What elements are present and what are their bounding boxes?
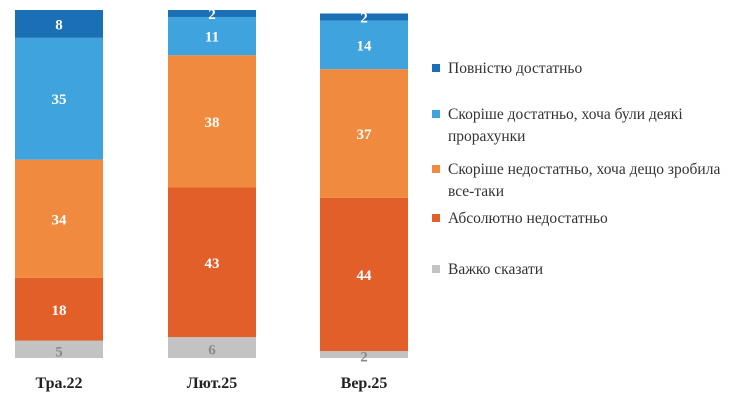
data-label-тра-22-s3: 18 bbox=[52, 303, 67, 319]
bar-segment-лют-25-s0 bbox=[168, 10, 256, 17]
bar-segment-тра-22-s3 bbox=[15, 277, 103, 341]
legend-swatch-rather-insufficient bbox=[432, 165, 440, 173]
data-label-вер-25-s1: 14 bbox=[357, 38, 373, 54]
bar-segment-тра-22-s0 bbox=[15, 10, 103, 38]
bar-segment-тра-22-s4 bbox=[15, 340, 103, 358]
legend-item-fully-sufficient: Повністю достатньо bbox=[432, 58, 728, 80]
data-label-тра-22-s1: 35 bbox=[52, 92, 67, 108]
data-label-лют-25-s1: 11 bbox=[205, 30, 219, 46]
legend-swatch-fully-sufficient bbox=[432, 64, 440, 72]
category-labels-group: Тра.22 Лют.25 Вер.25 bbox=[36, 375, 388, 392]
data-label-лют-25-s2: 38 bbox=[205, 115, 220, 131]
bar-segment-лют-25-s1 bbox=[168, 16, 256, 56]
bar-segment-тра-22-s1 bbox=[15, 37, 103, 160]
legend-label-absolutely-insufficient: Абсолютно недостатньо bbox=[448, 210, 608, 227]
legend-label-rather-sufficient: Скоріше достатньо, хоча були деякі прора… bbox=[448, 106, 683, 145]
bar-segment-лют-25-s3 bbox=[168, 187, 256, 338]
data-label-вер-25-s2: 37 bbox=[357, 127, 373, 143]
bar-segment-вер-25-s1 bbox=[320, 20, 408, 70]
legend-item-rather-insufficient: Скоріше недостатньо, хоча дещо зробила в… bbox=[432, 159, 728, 203]
bar-segment-вер-25-s2 bbox=[320, 69, 408, 198]
category-label-тра-22: Тра.22 bbox=[36, 375, 83, 392]
category-label-лют-25: Лют.25 bbox=[187, 375, 238, 392]
legend-item-absolutely-insufficient: Абсолютно недостатньо bbox=[432, 208, 728, 230]
data-label-вер-25-s3: 44 bbox=[357, 268, 373, 284]
data-label-вер-25-s4: 2 bbox=[360, 350, 368, 366]
bar-segment-лют-25-s2 bbox=[168, 55, 256, 188]
legend-item-rather-sufficient: Скоріше достатньо, хоча були деякі прора… bbox=[432, 104, 728, 148]
legend-label-rather-insufficient: Скоріше недостатньо, хоча дещо зробила в… bbox=[448, 161, 721, 200]
legend-swatch-absolutely-insufficient bbox=[432, 214, 440, 222]
legend-swatch-rather-sufficient bbox=[432, 110, 440, 118]
legend-item-hard-to-say: Важко сказати bbox=[432, 259, 728, 281]
bars-group bbox=[15, 10, 408, 358]
data-label-лют-25-s4: 6 bbox=[208, 343, 216, 359]
segment-labels-group: 5 18 34 35 8 6 43 38 11 2 2 44 37 14 2 bbox=[52, 7, 373, 366]
data-label-тра-22-s4: 5 bbox=[55, 344, 63, 360]
legend-label-hard-to-say: Важко сказати bbox=[448, 261, 544, 278]
data-label-лют-25-s0: 2 bbox=[208, 7, 216, 23]
bar-segment-вер-25-s4 bbox=[320, 351, 408, 358]
data-label-вер-25-s0: 2 bbox=[360, 10, 368, 26]
legend-label-fully-sufficient: Повністю достатньо bbox=[448, 60, 583, 77]
data-label-тра-22-s0: 8 bbox=[55, 17, 63, 33]
category-label-вер-25: Вер.25 bbox=[341, 375, 388, 392]
bar-segment-лют-25-s4 bbox=[168, 337, 256, 358]
data-label-тра-22-s2: 34 bbox=[52, 212, 68, 228]
bar-segment-тра-22-s2 bbox=[15, 159, 103, 278]
bar-segment-вер-25-s3 bbox=[320, 197, 408, 352]
data-label-лют-25-s3: 43 bbox=[205, 256, 220, 272]
bar-segment-вер-25-s0 bbox=[320, 13, 408, 21]
legend-swatch-hard-to-say bbox=[432, 265, 440, 273]
